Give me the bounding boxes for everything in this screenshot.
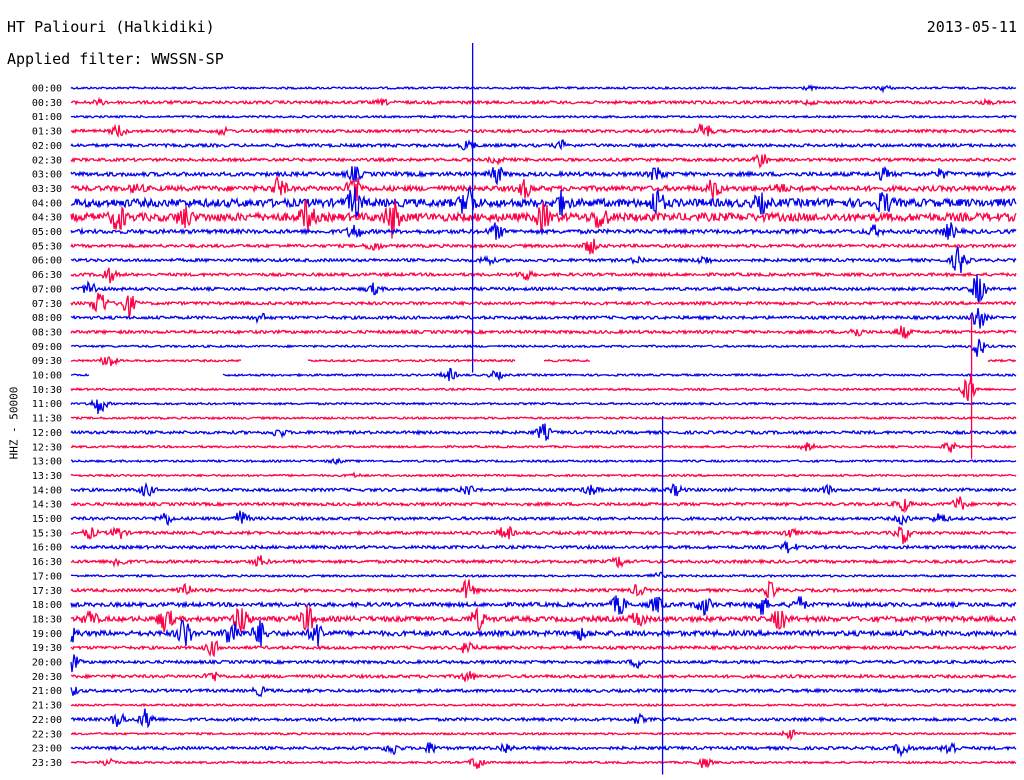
trace-2030 <box>70 671 1017 682</box>
time-label: 09:00 <box>32 342 62 353</box>
trace-0730 <box>70 292 1017 318</box>
trace-0800 <box>70 308 1017 329</box>
trace-1330 <box>70 471 1017 478</box>
time-label: 01:00 <box>32 112 62 123</box>
trace-0830 <box>70 325 1017 340</box>
time-label: 03:00 <box>32 170 62 181</box>
trace-2200 <box>71 708 1017 729</box>
date-label: 2013-05-11 <box>926 18 1017 36</box>
trace-1130 <box>70 415 1017 421</box>
trace-2130 <box>70 702 1017 708</box>
time-label: 22:00 <box>32 715 62 726</box>
trace-2300 <box>70 741 1017 758</box>
trace-0200 <box>70 139 1017 151</box>
time-label: 02:00 <box>32 141 62 152</box>
trace-1930 <box>70 640 1017 658</box>
trace-1900 <box>70 619 1017 648</box>
time-label: 16:30 <box>32 557 62 568</box>
trace-1030 <box>70 375 1017 402</box>
trace-1830 <box>70 604 1017 633</box>
time-label: 17:30 <box>32 586 62 597</box>
time-label: 00:30 <box>32 98 62 109</box>
trace-0530 <box>70 238 1017 255</box>
time-label: 06:00 <box>32 256 62 267</box>
trace-1400 <box>70 481 1017 497</box>
trace-0100 <box>70 114 1017 120</box>
time-label: 16:00 <box>32 543 62 554</box>
trace-0600 <box>70 246 1017 274</box>
filter-label: Applied filter: WWSSN-SP <box>7 50 224 68</box>
time-label: 11:30 <box>32 414 62 425</box>
time-label: 22:30 <box>32 729 62 740</box>
trace-1530 <box>70 525 1017 545</box>
trace-1800 <box>70 595 1017 616</box>
time-label: 15:30 <box>32 528 62 539</box>
time-label: 20:00 <box>32 658 62 669</box>
trace-1000 <box>70 367 1017 382</box>
trace-1700 <box>70 571 1017 579</box>
time-label: 20:30 <box>32 672 62 683</box>
trace-0030 <box>70 96 1017 107</box>
time-label: 10:00 <box>32 371 62 382</box>
trace-0000 <box>70 83 1017 94</box>
trace-0930 <box>70 355 1017 367</box>
time-label: 04:00 <box>32 198 62 209</box>
trace-0900 <box>71 338 1017 357</box>
time-label: 15:00 <box>32 514 62 525</box>
time-label: 00:00 <box>32 84 62 95</box>
time-label: 08:00 <box>32 313 62 324</box>
trace-1630 <box>70 555 1017 569</box>
time-label: 18:00 <box>32 600 62 611</box>
trace-2330 <box>70 757 1017 769</box>
time-label: 09:30 <box>32 356 62 367</box>
trace-0500 <box>70 222 1017 240</box>
time-label: 19:30 <box>32 643 62 654</box>
trace-1200 <box>70 423 1017 441</box>
time-label: 04:30 <box>32 213 62 224</box>
trace-1600 <box>70 539 1017 554</box>
trace-0630 <box>70 267 1017 284</box>
trace-2100 <box>70 686 1017 698</box>
trace-0330 <box>70 175 1017 201</box>
time-label: 13:00 <box>32 457 62 468</box>
time-label: 12:00 <box>32 428 62 439</box>
trace-1230 <box>70 441 1017 453</box>
trace-1730 <box>70 578 1017 599</box>
trace-0130 <box>70 123 1017 139</box>
trace-0300 <box>70 166 1017 186</box>
time-label: 01:30 <box>32 127 62 138</box>
time-label: 17:00 <box>32 571 62 582</box>
time-label: 07:30 <box>32 299 62 310</box>
time-label: 08:30 <box>32 327 62 338</box>
time-label: 21:30 <box>32 701 62 712</box>
time-label: 23:30 <box>32 758 62 769</box>
trace-2000 <box>70 654 1017 673</box>
station-title: HT Paliouri (Halkidiki) <box>7 18 215 36</box>
trace-0700 <box>70 274 1017 304</box>
time-label: 23:00 <box>32 744 62 755</box>
time-label: 14:00 <box>32 485 62 496</box>
trace-1100 <box>70 398 1017 414</box>
trace-1430 <box>70 496 1017 514</box>
time-label: 06:30 <box>32 270 62 281</box>
trace-0230 <box>70 153 1017 169</box>
trace-1500 <box>70 510 1017 527</box>
time-label: 13:30 <box>32 471 62 482</box>
time-label: 10:30 <box>32 385 62 396</box>
time-label: 21:00 <box>32 686 62 697</box>
time-label: 14:30 <box>32 500 62 511</box>
trace-1300 <box>70 457 1017 466</box>
time-label: 03:30 <box>32 184 62 195</box>
time-label: 07:00 <box>32 284 62 295</box>
trace-2230 <box>70 729 1017 742</box>
time-label: 12:30 <box>32 442 62 453</box>
time-label: 05:00 <box>32 227 62 238</box>
time-label: 18:30 <box>32 614 62 625</box>
time-label: 19:00 <box>32 629 62 640</box>
trace-0430 <box>70 199 1017 239</box>
time-label: 05:30 <box>32 241 62 252</box>
time-label: 02:30 <box>32 155 62 166</box>
time-label: 11:00 <box>32 399 62 410</box>
